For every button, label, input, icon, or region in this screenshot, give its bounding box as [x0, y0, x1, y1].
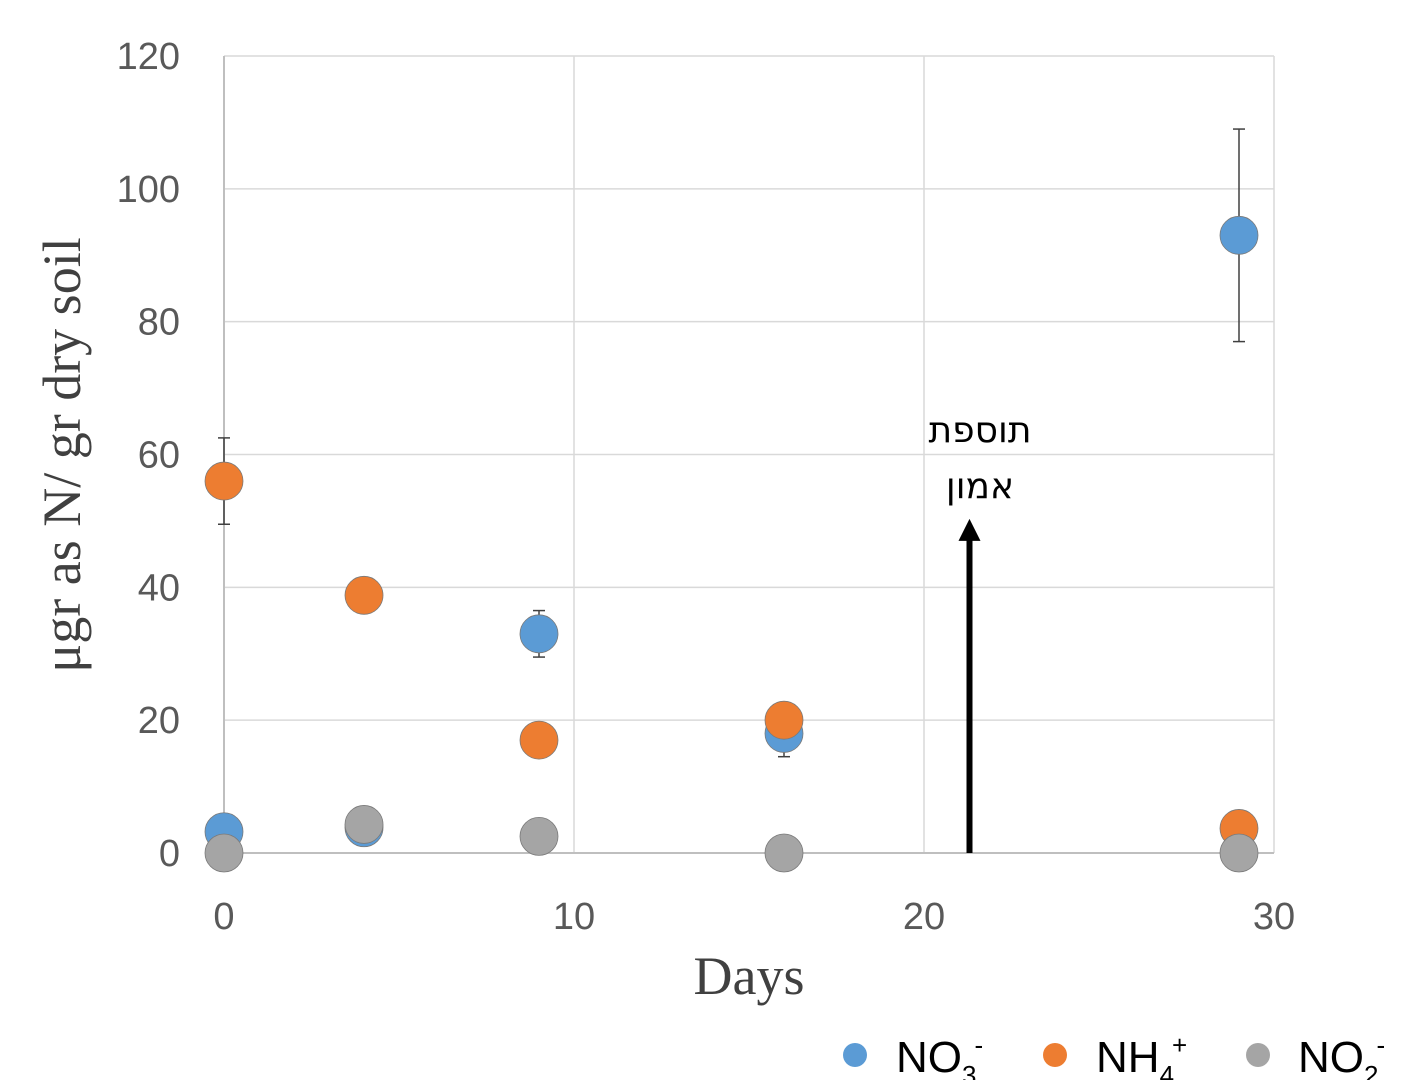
annotation-arrow-head [958, 518, 981, 541]
legend: NO3- NH4+ NO2- [843, 1030, 1385, 1080]
legend-marker [1043, 1043, 1067, 1067]
legend-marker [1246, 1043, 1270, 1067]
legend-item: NO2- [1246, 1030, 1385, 1080]
legend-label: NO2- [1298, 1030, 1385, 1080]
data-point-series-1 [519, 614, 559, 654]
axis-labels: 0 20 40 60 80 100 120 0 10 20 30 Days μgr as N/ gr d… [32, 36, 1295, 1006]
x-tick-label: 20 [903, 896, 945, 938]
annotation-text-line: תוספת [929, 410, 1032, 451]
data-points [204, 215, 1259, 873]
data-point-series-3 [204, 833, 244, 873]
data-point-series-2 [519, 720, 559, 760]
y-tick-label: 60 [138, 435, 180, 477]
data-point-series-2 [344, 575, 384, 615]
legend-label: NH4+ [1096, 1030, 1187, 1080]
legend-item: NO3- [843, 1030, 983, 1080]
x-tick-label: 0 [213, 896, 234, 938]
legend-label: NO3- [896, 1030, 983, 1080]
y-tick-label: 0 [159, 833, 180, 875]
y-tick-label: 100 [117, 169, 180, 211]
data-point-series-2 [204, 461, 244, 501]
y-tick-label: 80 [138, 302, 180, 344]
annotation-text-line: אמון [946, 466, 1014, 507]
y-tick-label: 40 [138, 567, 180, 609]
legend-item: NH4+ [1043, 1030, 1187, 1080]
x-axis-title: Days [694, 946, 805, 1006]
legend-marker [843, 1043, 867, 1067]
x-tick-label: 30 [1253, 896, 1295, 938]
data-point-series-3 [1219, 833, 1259, 873]
y-tick-label: 20 [138, 700, 180, 742]
gridlines [223, 55, 1275, 854]
data-point-series-1 [1219, 215, 1259, 255]
y-tick-label: 120 [117, 36, 180, 78]
data-point-series-3 [519, 816, 559, 856]
annotation: תוספת אמון [929, 410, 1032, 853]
data-point-series-3 [764, 833, 804, 873]
data-point-series-2 [764, 700, 804, 740]
data-point-series-3 [344, 805, 384, 844]
x-tick-label: 10 [553, 896, 595, 938]
y-axis-title: μgr as N/ gr dry soil [32, 237, 92, 672]
